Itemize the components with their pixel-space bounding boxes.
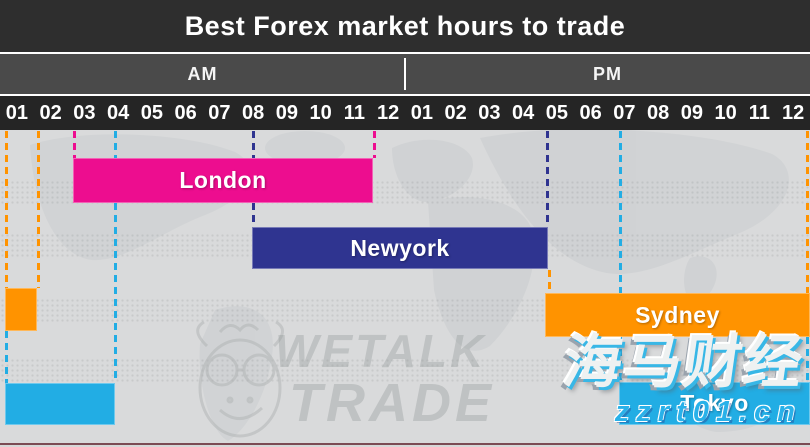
hour-tick: 05	[545, 101, 568, 124]
hour-tick: 10	[309, 101, 332, 124]
chart-area: WETALK TRADE London Newyork Sydney Tokyo	[0, 130, 810, 443]
session-bar-newyork: Newyork	[252, 227, 548, 269]
tokyo-boundary-dash	[806, 337, 809, 382]
hour-tick: 03	[478, 101, 501, 124]
session-label-newyork: Newyork	[350, 234, 450, 261]
hour-tick: 07	[613, 101, 636, 124]
sydney-boundary-dash	[5, 131, 8, 288]
tokyo-boundary-dash	[114, 131, 117, 383]
ampm-axis-row: AM PM	[0, 54, 810, 94]
session-bar-sydney: Sydney	[545, 293, 810, 337]
session-label-tokyo: Tokyo	[680, 390, 749, 416]
hour-tick: 01	[410, 101, 433, 124]
session-label-london: London	[179, 167, 267, 193]
bottom-border-line	[0, 443, 810, 445]
london-boundary-dash	[73, 131, 76, 158]
divider-line	[0, 52, 810, 54]
hour-tick: 01	[5, 101, 28, 124]
sydney-boundary-dash	[37, 131, 40, 288]
sydney-boundary-dash	[806, 131, 809, 293]
london-boundary-dash	[373, 131, 376, 158]
title-bar: Best Forex market hours to trade	[0, 0, 810, 52]
tokyo-boundary-dash	[619, 131, 622, 293]
hour-tick: 11	[748, 101, 770, 124]
hours-row: 01 02 03 04 05 06 07 08 09 10 11 12 01 02 03 04 05 06 07 08…	[0, 96, 810, 130]
hour-tick: 08	[242, 101, 265, 124]
hour-tick: 09	[275, 101, 298, 124]
session-label-sydney: Sydney	[635, 301, 720, 328]
hour-tick: 03	[73, 101, 96, 124]
sydney-boundary-dash	[548, 270, 551, 293]
hour-tick: 04	[512, 101, 535, 124]
hour-tick: 02	[444, 101, 467, 124]
hour-tick: 12	[377, 101, 400, 124]
hour-tick: 04	[107, 101, 130, 124]
hour-tick: 06	[579, 101, 602, 124]
hour-tick: 06	[174, 101, 197, 124]
newyork-boundary-dash	[546, 131, 549, 227]
am-label: AM	[187, 63, 218, 84]
texture-band	[0, 358, 810, 382]
hour-tick: 05	[140, 101, 163, 124]
hour-tick: 07	[208, 101, 231, 124]
ampm-divider	[404, 58, 406, 90]
hour-tick: 12	[782, 101, 805, 124]
hour-tick: 09	[680, 101, 703, 124]
hour-tick: 10	[714, 101, 737, 124]
tokyo-boundary-dash	[5, 331, 8, 383]
session-bar-tokyo	[5, 383, 115, 425]
bottom-margin-strip	[0, 445, 810, 447]
divider-line	[0, 94, 810, 96]
hour-tick: 11	[343, 101, 365, 124]
tokyo-boundary-dash	[619, 337, 622, 382]
hour-tick: 02	[39, 101, 62, 124]
bull-mascot-watermark	[196, 320, 284, 438]
pm-label: PM	[593, 63, 622, 84]
hour-tick: 08	[647, 101, 670, 124]
session-bar-london: London	[73, 158, 373, 203]
session-bar-tokyo: Tokyo	[619, 382, 810, 425]
page-title: Best Forex market hours to trade	[184, 10, 626, 41]
session-bar-sydney	[5, 288, 37, 331]
